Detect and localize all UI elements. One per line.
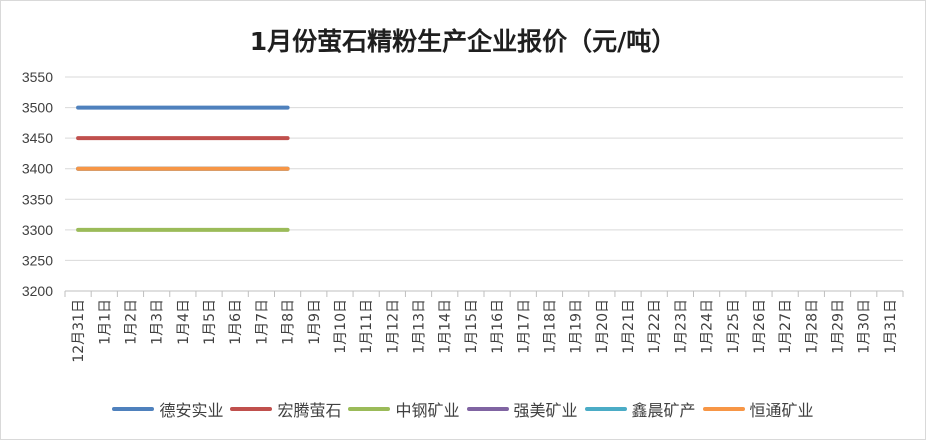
y-tick-label: 3350	[22, 191, 53, 207]
x-tick-label: 1月21日	[621, 299, 637, 354]
y-tick-label: 3200	[22, 283, 53, 299]
x-tick-label: 1月29日	[831, 299, 847, 354]
x-tick-label: 1月1日	[97, 299, 113, 345]
legend-item: 中钢矿业	[348, 397, 460, 421]
legend-swatch	[466, 407, 509, 411]
x-tick-label: 1月8日	[281, 299, 297, 345]
y-tick-label: 3500	[22, 100, 53, 116]
x-tick-label: 1月17日	[516, 299, 532, 354]
chart-title: 1月份萤石精粉生产企业报价（元/吨）	[249, 27, 677, 56]
x-tick-label: 1月19日	[569, 299, 585, 354]
legend-label: 德安实业	[159, 401, 224, 420]
x-tick-label: 1月28日	[804, 299, 820, 354]
x-tick-label: 1月10日	[333, 299, 349, 354]
legend-swatch	[584, 407, 627, 411]
x-tick-label: 1月6日	[228, 299, 244, 345]
x-tick-label: 1月16日	[490, 299, 506, 354]
legend-item: 鑫晨矿产	[584, 397, 696, 421]
x-tick-label: 1月24日	[700, 299, 716, 354]
x-tick-label: 1月18日	[542, 299, 558, 354]
x-tick-label: 1月27日	[778, 299, 794, 354]
legend-item: 德安实业	[112, 397, 223, 421]
legend-item: 恒通矿业	[702, 397, 814, 421]
x-tick-label: 1月14日	[438, 299, 454, 354]
x-tick-label: 1月20日	[595, 299, 611, 354]
x-tick-label: 1月12日	[385, 299, 401, 354]
legend-label: 鑫晨矿产	[631, 401, 696, 420]
x-tick-label: 1月5日	[202, 299, 218, 345]
y-tick-label: 3300	[22, 222, 53, 238]
x-tick-label: 1月4日	[176, 299, 192, 345]
x-tick-label: 1月2日	[123, 299, 139, 345]
x-tick-label: 12月31日	[71, 299, 87, 363]
axes: 3200 3250 3300 3350 3400 3450 3500 3550 12月31日 1月…	[22, 69, 904, 363]
y-tick-label: 3400	[22, 161, 53, 177]
x-tick-label: 1月13日	[412, 299, 428, 354]
y-tick-label: 3250	[22, 252, 53, 268]
x-tick-label: 1月15日	[464, 299, 480, 354]
x-tick-label: 1月30日	[857, 299, 873, 354]
x-tick-label: 1月25日	[726, 299, 742, 354]
y-tick-label: 3550	[22, 69, 53, 85]
legend-label: 强美矿业	[513, 401, 578, 420]
legend-label: 中钢矿业	[395, 401, 460, 420]
x-tick-label: 1月23日	[673, 299, 689, 354]
legend-item: 宏腾萤石	[230, 397, 341, 421]
x-tick-label: 1月22日	[647, 299, 663, 354]
series-lines	[76, 105, 290, 232]
legend-swatch	[348, 407, 391, 411]
x-tick-label: 1月3日	[150, 299, 166, 345]
x-tick-label: 1月11日	[359, 299, 375, 354]
x-tick-label: 1月9日	[307, 299, 323, 345]
x-tick-label: 1月7日	[254, 299, 270, 345]
legend-swatch	[230, 407, 273, 411]
y-tick-label: 3450	[22, 130, 53, 146]
legend-label: 恒通矿业	[749, 401, 814, 420]
legend-label: 宏腾萤石	[277, 401, 342, 420]
legend-swatch	[702, 407, 745, 411]
x-tick-label: 1月26日	[752, 299, 768, 354]
legend: 德安实业 宏腾萤石 中钢矿业 强美矿业 鑫晨矿产 恒通矿业	[0, 397, 926, 421]
legend-swatch	[112, 407, 155, 411]
x-tick-label: 1月31日	[883, 299, 899, 354]
legend-item: 强美矿业	[466, 397, 578, 421]
